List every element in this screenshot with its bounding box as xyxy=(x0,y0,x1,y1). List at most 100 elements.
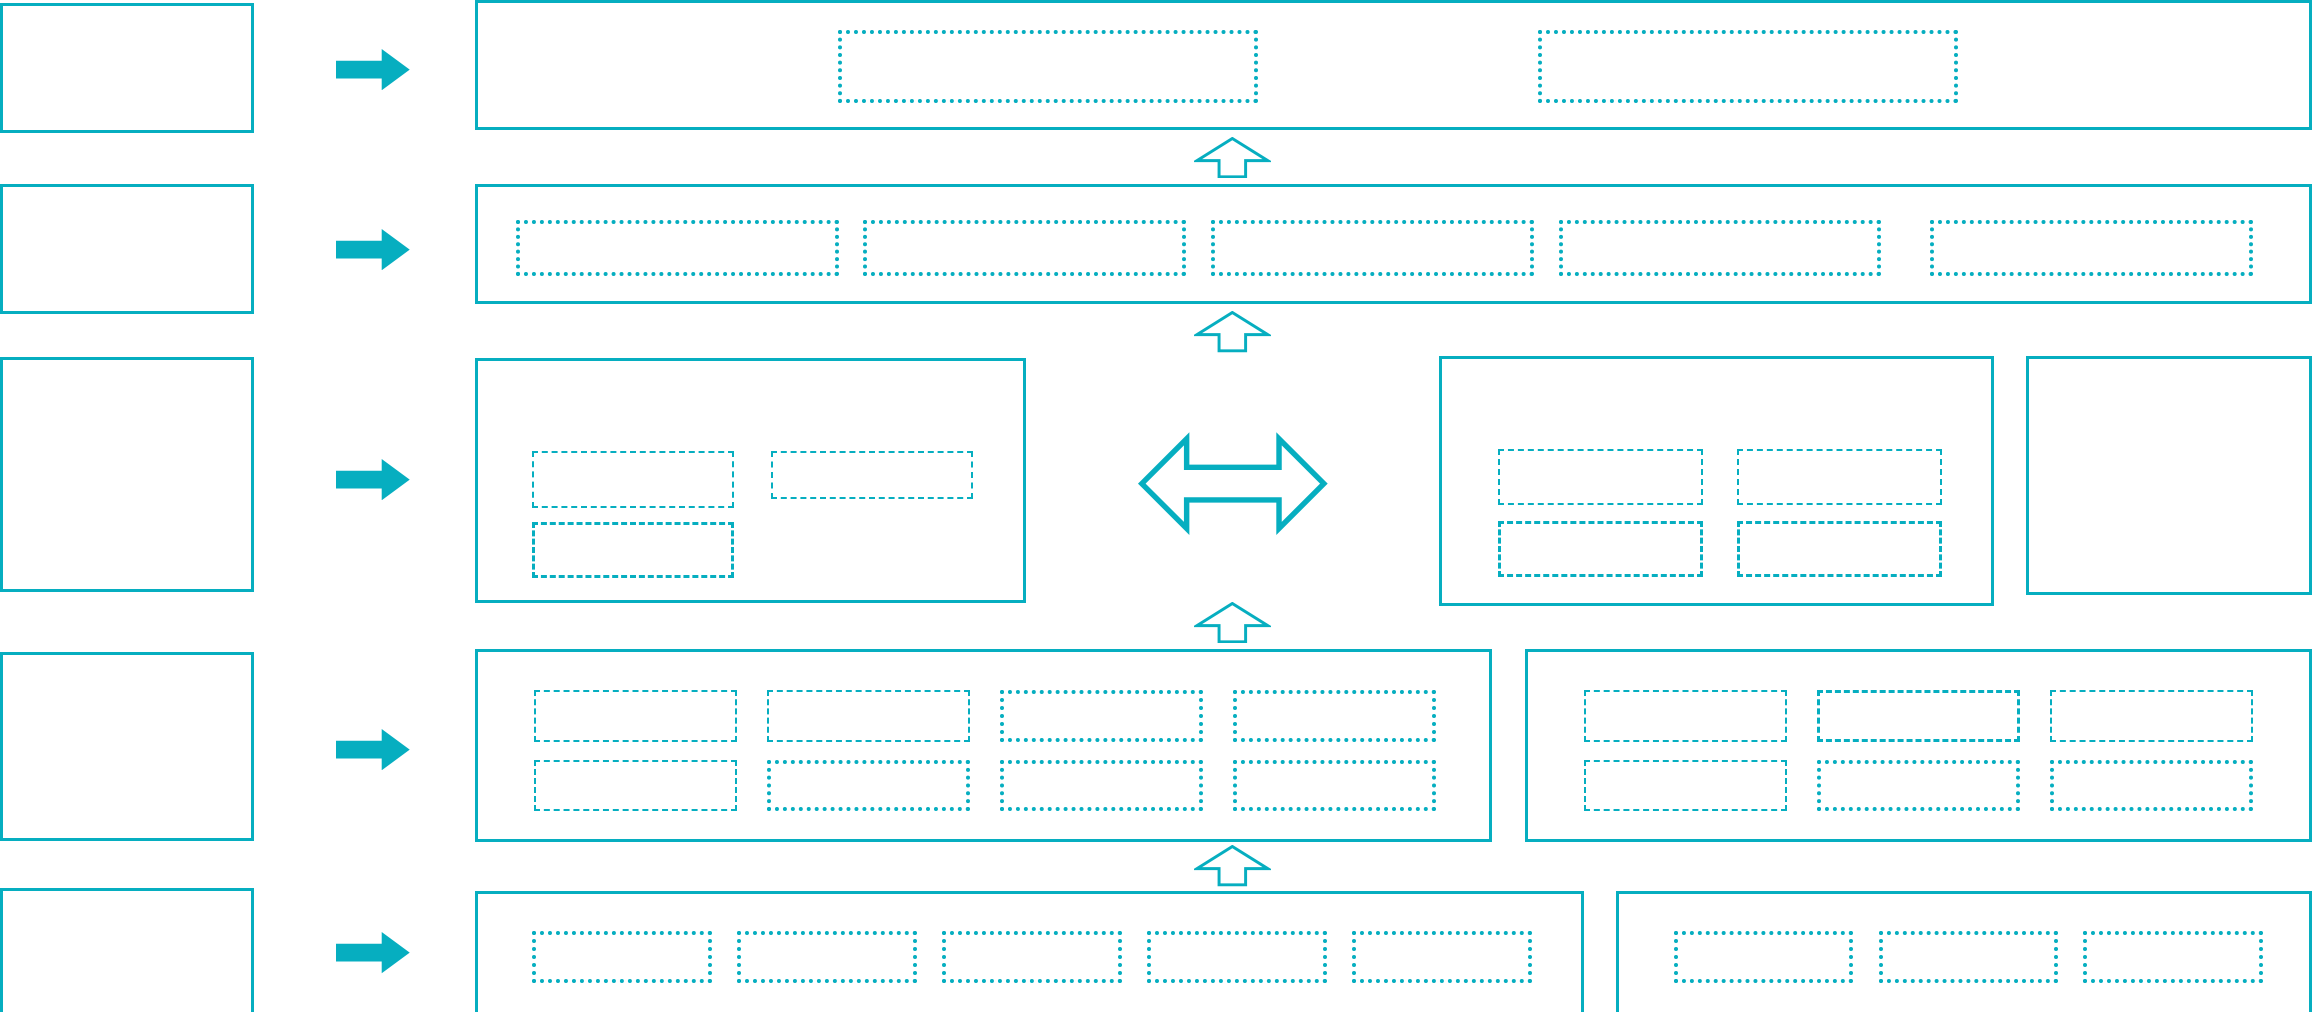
component-placeholder[interactable] xyxy=(771,451,974,499)
component-placeholder[interactable] xyxy=(766,690,971,743)
component-placeholder[interactable] xyxy=(1583,759,1788,812)
arrow-right-icon xyxy=(336,228,410,270)
component-placeholder[interactable] xyxy=(1816,759,2021,812)
component-placeholder[interactable] xyxy=(862,219,1186,276)
component-placeholder-label xyxy=(1934,224,2249,272)
layer-panel-5-1[interactable] xyxy=(474,891,1584,1012)
component-placeholder[interactable] xyxy=(516,219,840,276)
component-placeholder[interactable] xyxy=(1352,930,1533,983)
layer-panel-3-2[interactable] xyxy=(1439,355,1994,607)
arrow-right-icon xyxy=(336,458,410,501)
arrow-right-icon xyxy=(336,932,410,974)
component-placeholder-label xyxy=(946,935,1118,979)
component-placeholder[interactable] xyxy=(1816,690,2021,743)
component-placeholder[interactable] xyxy=(1537,29,1959,104)
component-placeholder-label xyxy=(1678,935,1850,979)
arrow-up-icon xyxy=(1194,137,1271,179)
layer-label-box-2[interactable] xyxy=(0,184,254,315)
layer-panel-1-1[interactable] xyxy=(474,0,2312,130)
component-placeholder-label xyxy=(535,525,731,575)
component-placeholder[interactable] xyxy=(1878,930,2059,983)
component-placeholder-label xyxy=(1820,693,2017,739)
layer-label-text xyxy=(3,360,251,589)
component-placeholder[interactable] xyxy=(1232,690,1437,743)
arrow-right-icon xyxy=(336,48,410,90)
component-placeholder-label xyxy=(1739,451,1940,503)
component-placeholder-label xyxy=(520,224,835,272)
component-placeholder-label xyxy=(536,935,708,979)
component-placeholder-label xyxy=(769,692,968,740)
component-placeholder-label xyxy=(1151,935,1323,979)
component-placeholder[interactable] xyxy=(999,690,1204,743)
component-placeholder-label xyxy=(867,224,1182,272)
layer-panel-title xyxy=(2029,359,2309,592)
layer-label-box-5[interactable] xyxy=(0,888,254,1012)
component-placeholder-label xyxy=(536,762,735,810)
component-placeholder[interactable] xyxy=(766,759,971,812)
component-placeholder-label xyxy=(2054,764,2249,808)
layer-label-box-4[interactable] xyxy=(0,652,254,841)
component-placeholder[interactable] xyxy=(1736,448,1942,505)
component-placeholder-label xyxy=(1740,524,1939,574)
component-placeholder[interactable] xyxy=(999,759,1204,812)
layer-label-text xyxy=(3,187,251,311)
component-placeholder[interactable] xyxy=(2049,759,2254,812)
component-placeholder-label xyxy=(1237,694,1432,738)
layer-label-box-3[interactable] xyxy=(0,357,254,592)
layer-label-text xyxy=(3,655,251,838)
component-placeholder[interactable] xyxy=(532,930,713,983)
component-placeholder[interactable] xyxy=(532,451,735,508)
layer-panel-5-2[interactable] xyxy=(1616,891,2312,1012)
arrow-up-icon xyxy=(1194,601,1271,644)
component-placeholder-label xyxy=(1586,692,1785,740)
component-placeholder-label xyxy=(741,935,913,979)
component-placeholder-label xyxy=(773,453,971,496)
layer-label-text xyxy=(3,6,251,130)
component-placeholder-label xyxy=(842,34,1254,100)
component-placeholder[interactable] xyxy=(2049,690,2254,743)
arrow-up-icon xyxy=(1194,845,1271,887)
layer-panel-4-2[interactable] xyxy=(1524,649,2312,843)
component-placeholder[interactable] xyxy=(1147,930,1328,983)
component-placeholder-label xyxy=(1004,694,1199,738)
layer-label-box-1[interactable] xyxy=(0,2,254,133)
component-placeholder-label xyxy=(1356,935,1528,979)
layer-panel-2-1[interactable] xyxy=(474,184,2312,304)
component-placeholder-label xyxy=(1501,524,1700,574)
layer-label-text xyxy=(3,891,251,1012)
arrow-up-icon xyxy=(1194,311,1271,353)
component-placeholder-label xyxy=(1500,451,1701,503)
component-placeholder[interactable] xyxy=(1558,219,1882,276)
layer-panel-3-3[interactable] xyxy=(2025,355,2312,595)
component-placeholder-label xyxy=(534,453,732,505)
component-placeholder-label xyxy=(2087,935,2259,979)
component-placeholder-label xyxy=(1542,34,1954,100)
component-placeholder[interactable] xyxy=(533,690,738,743)
layer-panel-3-1[interactable] xyxy=(474,358,1027,604)
component-placeholder-label xyxy=(1821,764,2016,808)
component-placeholder[interactable] xyxy=(1930,219,2254,276)
component-placeholder[interactable] xyxy=(1498,520,1704,577)
component-placeholder[interactable] xyxy=(1673,930,1854,983)
component-placeholder-label xyxy=(1215,224,1530,272)
arrow-bidirectional-icon xyxy=(1137,432,1329,536)
component-placeholder[interactable] xyxy=(737,930,918,983)
component-placeholder-label xyxy=(536,692,735,740)
layer-panel-title xyxy=(478,3,2309,127)
component-placeholder[interactable] xyxy=(532,522,735,579)
component-placeholder-label xyxy=(2052,692,2251,740)
component-placeholder[interactable] xyxy=(2083,930,2264,983)
component-placeholder[interactable] xyxy=(837,29,1258,104)
layer-panel-4-1[interactable] xyxy=(474,649,1493,843)
component-placeholder[interactable] xyxy=(1210,219,1534,276)
component-placeholder-label xyxy=(771,764,966,808)
component-placeholder[interactable] xyxy=(942,930,1123,983)
component-placeholder[interactable] xyxy=(1583,690,1788,743)
component-placeholder-label xyxy=(1586,762,1785,810)
component-placeholder[interactable] xyxy=(1498,448,1704,505)
component-placeholder[interactable] xyxy=(1736,520,1942,577)
component-placeholder[interactable] xyxy=(1232,759,1437,812)
component-placeholder[interactable] xyxy=(533,759,738,812)
component-placeholder-label xyxy=(1004,764,1199,808)
